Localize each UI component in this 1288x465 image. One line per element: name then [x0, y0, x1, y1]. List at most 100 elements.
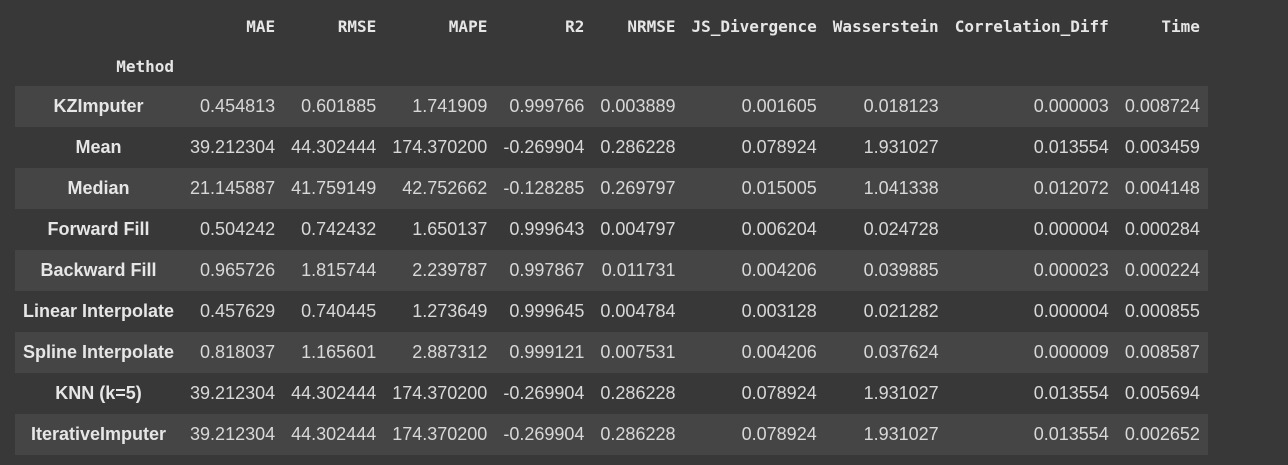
row-method-label: Backward Fill — [40, 260, 157, 280]
cell-value: 0.457629 — [200, 301, 276, 321]
row-method-label: Forward Fill — [47, 219, 150, 239]
cell-value: 0.286228 — [600, 137, 676, 157]
cell-value: 0.024728 — [863, 219, 939, 239]
cell-value: 0.007531 — [600, 342, 676, 362]
row-method-label: KNN (k=5) — [55, 383, 142, 403]
column-header: Time — [1161, 16, 1200, 36]
cell-value: 174.370200 — [392, 137, 488, 157]
cell-value: 0.999121 — [509, 342, 585, 362]
cell-value: 174.370200 — [392, 424, 488, 444]
cell-value: 21.145887 — [190, 178, 276, 198]
cell-value: 0.004797 — [600, 219, 676, 239]
cell-value: 0.078924 — [741, 137, 817, 157]
cell-value: 0.004206 — [741, 342, 817, 362]
cell-value: 0.013554 — [1033, 424, 1109, 444]
cell-value: 1.815744 — [301, 260, 377, 280]
column-header: JS_Divergence — [691, 16, 817, 36]
cell-value: 0.018123 — [863, 96, 939, 116]
cell-value: 0.818037 — [200, 342, 276, 362]
cell-value: 0.999645 — [509, 301, 585, 321]
cell-value: -0.128285 — [503, 178, 585, 198]
cell-value: 0.002652 — [1124, 424, 1200, 444]
cell-value: 0.999643 — [509, 219, 585, 239]
cell-value: 42.752662 — [402, 178, 488, 198]
table-row: KZImputer 0.454813 0.601885 1.741909 0.99976… — [15, 86, 1208, 127]
cell-value: 0.008587 — [1124, 342, 1200, 362]
cell-value: -0.269904 — [503, 383, 585, 403]
cell-value: 1.650137 — [412, 219, 488, 239]
cell-value: 0.000023 — [1033, 260, 1109, 280]
column-header: Correlation_Diff — [954, 16, 1109, 36]
cell-value: 1.931027 — [863, 424, 939, 444]
cell-value: 1.931027 — [863, 137, 939, 157]
cell-value: 39.212304 — [190, 424, 276, 444]
row-method-label: Median — [67, 178, 130, 198]
cell-value: 0.997867 — [509, 260, 585, 280]
cell-value: 0.039885 — [863, 260, 939, 280]
column-header: R2 — [565, 16, 585, 36]
cell-value: 0.286228 — [600, 424, 676, 444]
table-row: Mean 39.212304 44.302444 174.370200 -0.26990… — [15, 127, 1208, 168]
row-method-label: KZImputer — [53, 96, 144, 116]
cell-value: 0.286228 — [600, 383, 676, 403]
cell-value: 0.000009 — [1033, 342, 1109, 362]
cell-value: 39.212304 — [190, 383, 276, 403]
column-header: NRMSE — [627, 16, 676, 36]
row-method-label: Linear Interpolate — [23, 301, 175, 321]
cell-value: 0.601885 — [301, 96, 377, 116]
cell-value: 44.302444 — [291, 383, 377, 403]
table-row: Forward Fill 0.504242 0.742432 1.650137 0.99… — [15, 209, 1208, 250]
cell-value: 1.273649 — [412, 301, 488, 321]
table-row: Median 21.145887 41.759149 42.752662 -0.1282… — [15, 168, 1208, 209]
cell-value: 0.000003 — [1033, 96, 1109, 116]
cell-value: 0.000284 — [1124, 219, 1200, 239]
cell-value: 44.302444 — [291, 137, 377, 157]
cell-value: 0.013554 — [1033, 383, 1109, 403]
cell-value: 0.013554 — [1033, 137, 1109, 157]
results-table: MAE RMSE MAPE R2 NRMSE JS_Divergence Was… — [15, 6, 1208, 455]
index-name-row: Method — [15, 46, 1208, 86]
table-row: Linear Interpolate 0.457629 0.740445 1.2736… — [15, 291, 1208, 332]
cell-value: 39.212304 — [190, 137, 276, 157]
cell-value: 0.011731 — [601, 260, 676, 280]
cell-value: 0.005694 — [1124, 383, 1200, 403]
cell-value: 0.001605 — [741, 96, 817, 116]
column-header: Wasserstein — [832, 16, 939, 36]
column-header: MAPE — [448, 16, 488, 36]
cell-value: 0.021282 — [863, 301, 939, 321]
cell-value: 0.999766 — [509, 96, 585, 116]
cell-value: 0.078924 — [741, 383, 817, 403]
cell-value: 0.003889 — [600, 96, 676, 116]
cell-value: 0.504242 — [200, 219, 276, 239]
cell-value: 0.004784 — [600, 301, 676, 321]
cell-value: 2.887312 — [412, 342, 488, 362]
cell-value: 0.740445 — [301, 301, 377, 321]
cell-value: 0.000004 — [1033, 219, 1109, 239]
cell-value: 44.302444 — [291, 424, 377, 444]
table-body: KZImputer 0.454813 0.601885 1.741909 0.99976… — [15, 86, 1208, 455]
table-row: Backward Fill 0.965726 1.815744 2.239787 0.9… — [15, 250, 1208, 291]
cell-value: 0.003459 — [1124, 137, 1200, 157]
cell-value: 0.004148 — [1124, 178, 1200, 198]
row-method-label: Mean — [75, 137, 122, 157]
column-header: MAE — [246, 16, 276, 36]
cell-value: 0.006204 — [741, 219, 817, 239]
cell-value: -0.269904 — [503, 137, 585, 157]
cell-value: 0.003128 — [741, 301, 817, 321]
cell-value: 0.004206 — [741, 260, 817, 280]
header-blank-cell — [15, 6, 182, 46]
row-method-label: IterativeImputer — [30, 424, 167, 444]
cell-value: 0.454813 — [200, 96, 276, 116]
cell-value: 1.741909 — [412, 96, 488, 116]
column-header: RMSE — [337, 16, 377, 36]
cell-value: 1.931027 — [863, 383, 939, 403]
dataframe-output: MAE RMSE MAPE R2 NRMSE JS_Divergence Was… — [15, 6, 1208, 455]
cell-value: 41.759149 — [291, 178, 377, 198]
table-row: KNN (k=5) 39.212304 44.302444 174.370200 -0.… — [15, 373, 1208, 414]
cell-value: 0.078924 — [741, 424, 817, 444]
cell-value: -0.269904 — [503, 424, 585, 444]
column-header-row: MAE RMSE MAPE R2 NRMSE JS_Divergence Was… — [15, 6, 1208, 46]
cell-value: 0.037624 — [863, 342, 939, 362]
cell-value: 0.000004 — [1033, 301, 1109, 321]
cell-value: 1.041338 — [863, 178, 939, 198]
